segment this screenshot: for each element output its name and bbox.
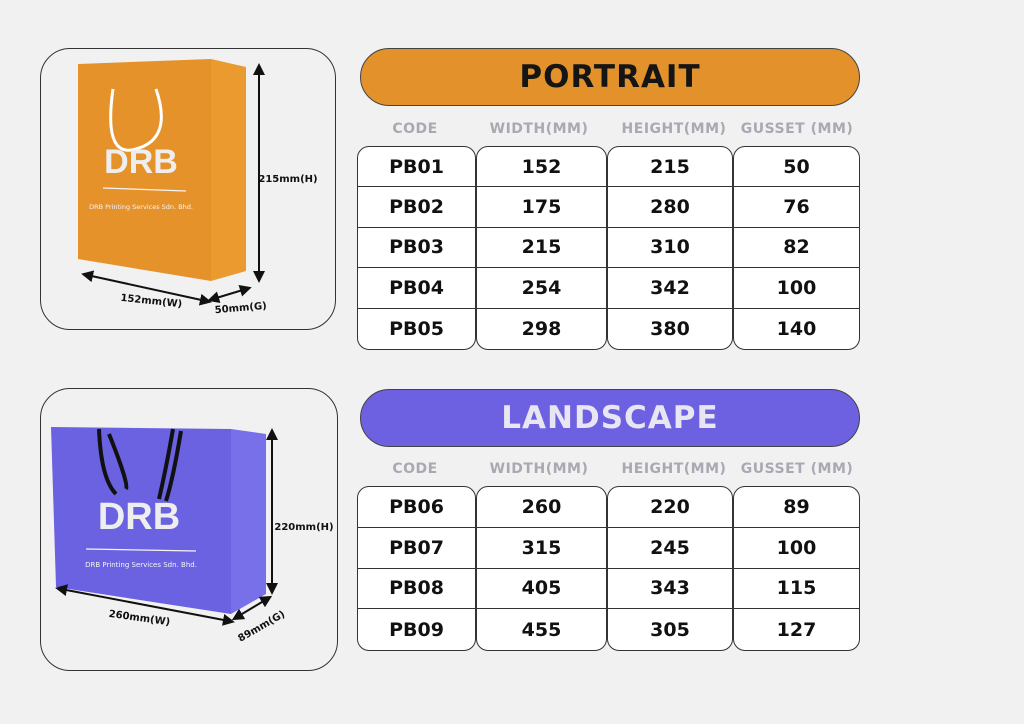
header-code: CODE bbox=[392, 461, 438, 477]
portrait-table-headers: CODE WIDTH(MM) HEIGHT(MM) GUSSET (MM) bbox=[357, 121, 860, 141]
portrait-bag-company: DRB Printing Services Sdn. Bhd. bbox=[89, 203, 193, 211]
table-cell-code: PB09 bbox=[389, 618, 444, 641]
landscape-gusset-label: 89mm(G) bbox=[236, 609, 287, 645]
table-cell-width: 175 bbox=[477, 187, 606, 228]
landscape-column-height: 220 245 343 305 bbox=[607, 486, 733, 651]
landscape-column-code: PB06 PB07 PB08 PB09 bbox=[357, 486, 476, 651]
table-cell-gusset: 100 bbox=[734, 268, 859, 309]
landscape-table-headers: CODE WIDTH(MM) HEIGHT(MM) GUSSET (MM) bbox=[357, 461, 860, 481]
table-cell-gusset: 100 bbox=[734, 528, 859, 569]
table-cell-height: 305 bbox=[650, 618, 690, 641]
table-cell-width: 315 bbox=[477, 528, 606, 569]
table-cell-width: 298 bbox=[521, 317, 562, 340]
landscape-bag-company: DRB Printing Services Sdn. Bhd. bbox=[85, 561, 197, 569]
portrait-size-table: PB01 PB02 PB03 PB04 PB05 152 175 215 254 298 215 28… bbox=[357, 146, 860, 350]
table-cell-width: 152 bbox=[477, 147, 606, 188]
landscape-bag-brand: DRB bbox=[98, 496, 180, 538]
landscape-column-gusset: 89 100 115 127 bbox=[733, 486, 860, 651]
table-cell-width: 254 bbox=[477, 268, 606, 309]
table-cell-gusset: 82 bbox=[734, 228, 859, 269]
portrait-bag-brand: DRB bbox=[104, 143, 178, 181]
header-width: WIDTH(MM) bbox=[489, 461, 589, 477]
table-cell-height: 380 bbox=[650, 317, 690, 340]
landscape-height-label: 220mm(H) bbox=[274, 522, 333, 533]
landscape-width-label: 260mm(W) bbox=[108, 609, 171, 629]
portrait-column-code: PB01 PB02 PB03 PB04 PB05 bbox=[357, 146, 476, 350]
portrait-column-width: 152 175 215 254 298 bbox=[476, 146, 607, 350]
table-cell-gusset: 76 bbox=[734, 187, 859, 228]
header-height: HEIGHT(MM) bbox=[621, 121, 727, 137]
landscape-column-width: 260 315 405 455 bbox=[476, 486, 607, 651]
table-cell-height: 215 bbox=[608, 147, 732, 188]
landscape-bag-card: DRB DRB Printing Services Sdn. Bhd. 220m… bbox=[40, 388, 338, 671]
portrait-column-height: 215 280 310 342 380 bbox=[607, 146, 733, 350]
table-cell-code: PB07 bbox=[358, 528, 475, 569]
table-cell-code: PB06 bbox=[358, 487, 475, 528]
portrait-column-gusset: 50 76 82 100 140 bbox=[733, 146, 860, 350]
table-cell-height: 245 bbox=[608, 528, 732, 569]
table-cell-width: 405 bbox=[477, 569, 606, 610]
portrait-bag-card: DRB DRB Printing Services Sdn. Bhd. 215m… bbox=[40, 48, 336, 330]
table-cell-height: 220 bbox=[608, 487, 732, 528]
header-gusset: GUSSET (MM) bbox=[740, 461, 854, 477]
table-cell-gusset: 89 bbox=[734, 487, 859, 528]
portrait-width-label: 152mm(W) bbox=[120, 293, 183, 310]
table-cell-height: 342 bbox=[608, 268, 732, 309]
table-cell-code: PB03 bbox=[358, 228, 475, 269]
table-cell-gusset: 115 bbox=[734, 569, 859, 610]
portrait-height-label: 215mm(H) bbox=[258, 174, 317, 185]
header-code: CODE bbox=[392, 121, 438, 137]
table-cell-width: 215 bbox=[477, 228, 606, 269]
portrait-title: PORTRAIT bbox=[360, 48, 860, 106]
landscape-title: LANDSCAPE bbox=[360, 389, 860, 447]
header-gusset: GUSSET (MM) bbox=[740, 121, 854, 137]
header-height: HEIGHT(MM) bbox=[621, 461, 727, 477]
landscape-size-table: PB06 PB07 PB08 PB09 260 315 405 455 220 245 343 305… bbox=[357, 486, 860, 651]
header-width: WIDTH(MM) bbox=[489, 121, 589, 137]
table-cell-code: PB02 bbox=[358, 187, 475, 228]
portrait-gusset-label: 50mm(G) bbox=[214, 301, 267, 316]
table-cell-height: 343 bbox=[608, 569, 732, 610]
table-cell-gusset: 140 bbox=[776, 317, 817, 340]
table-cell-code: PB01 bbox=[358, 147, 475, 188]
landscape-bag-illustration: DRB DRB Printing Services Sdn. Bhd. 220m… bbox=[51, 427, 334, 645]
table-cell-width: 260 bbox=[477, 487, 606, 528]
table-cell-height: 280 bbox=[608, 187, 732, 228]
portrait-bag-illustration: DRB DRB Printing Services Sdn. Bhd. 215m… bbox=[78, 59, 318, 316]
table-cell-code: PB04 bbox=[358, 268, 475, 309]
table-cell-width: 455 bbox=[521, 618, 562, 641]
table-cell-height: 310 bbox=[608, 228, 732, 269]
table-cell-code: PB05 bbox=[389, 317, 444, 340]
table-cell-gusset: 127 bbox=[776, 618, 817, 641]
table-cell-gusset: 50 bbox=[734, 147, 859, 188]
table-cell-code: PB08 bbox=[358, 569, 475, 610]
